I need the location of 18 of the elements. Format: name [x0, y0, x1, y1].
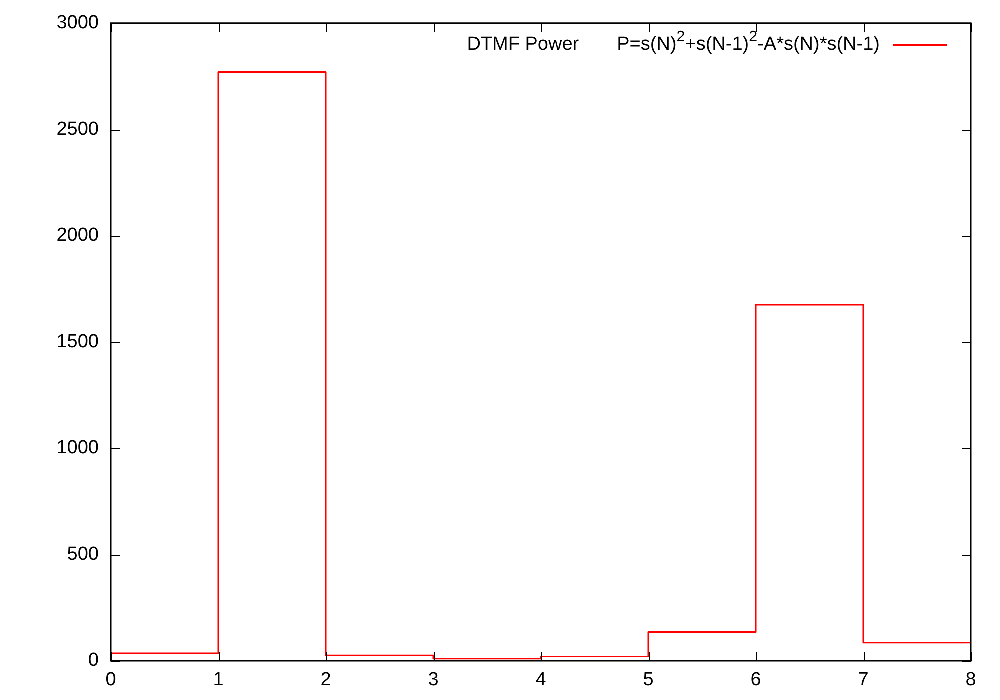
y-tick-label: 1000	[56, 438, 99, 459]
x-tick-label: 0	[106, 670, 116, 691]
y-tick-label: 0	[88, 650, 99, 672]
y-tick-label: 500	[67, 544, 99, 565]
x-tick-label: 1	[213, 670, 224, 691]
y-tick-label: 1500	[56, 331, 99, 352]
x-tick-label: 8	[966, 670, 976, 691]
y-tick-label: 2500	[56, 118, 99, 140]
legend-title: DTMF Power	[467, 33, 580, 58]
y-tick-label: 2000	[56, 225, 99, 246]
x-tick-label: 6	[750, 670, 762, 691]
x-tick-label: 5	[643, 670, 654, 691]
x-tick-label: 3	[428, 670, 439, 691]
x-tick-label: 4	[536, 670, 547, 691]
legend-label: P=s(N)$^{2}$+s(N-1)$^{2}$-A*s(N)*s(N-1)	[617, 29, 880, 58]
y-tick-label: 3000	[56, 12, 99, 34]
x-tick-label: 7	[858, 670, 869, 691]
x-tick-label: 2	[320, 670, 332, 691]
